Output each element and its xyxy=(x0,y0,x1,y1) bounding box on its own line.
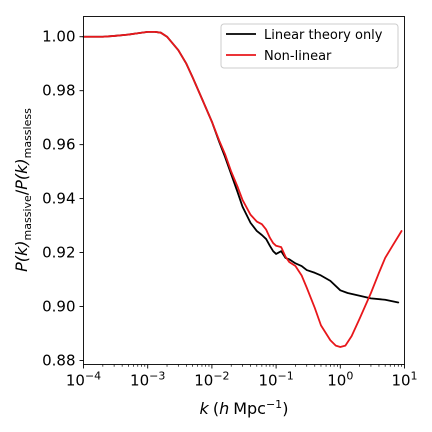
x-axis-label-k: k xyxy=(200,399,210,418)
x-axis-label-open: ( xyxy=(213,399,219,418)
y-axis-label-p1: P(k) xyxy=(12,240,31,271)
y-tick-label: 0.92 xyxy=(42,244,75,262)
y-tick-label: 0.88 xyxy=(42,351,75,369)
tick-layer: 10−4 10−3 10−2 10−1 100 101 0.88 0.90 0.92 0.94 0.… xyxy=(42,28,417,390)
legend-label-linear: Linear theory only xyxy=(264,28,383,43)
y-tick-label: 0.90 xyxy=(42,298,75,316)
plot-frame xyxy=(83,16,405,365)
x-tick-label: 10−4 xyxy=(66,370,101,390)
y-axis-label-slash: / xyxy=(12,189,31,195)
y-tick-label: 0.98 xyxy=(42,82,75,100)
series-layer xyxy=(82,30,403,348)
x-tick-label: 10−3 xyxy=(130,370,165,390)
y-tick-label: 0.94 xyxy=(42,190,75,208)
x-axis-label-close: ) xyxy=(282,399,288,418)
x-axis-label-unit: Mpc xyxy=(233,399,266,418)
y-tick-label: 0.96 xyxy=(42,136,75,154)
x-tick-label: 10−1 xyxy=(258,370,293,390)
x-axis-label: k (h Mpc−1) xyxy=(200,398,289,418)
x-tick-label: 101 xyxy=(391,370,417,390)
legend-label-nonlinear: Non-linear xyxy=(264,49,332,64)
series-line-linear xyxy=(82,30,400,304)
y-axis-label-sub2: massless xyxy=(21,108,34,158)
x-tick-label: 100 xyxy=(327,370,353,390)
y-axis-label-sub1: massive xyxy=(21,195,34,240)
legend-box xyxy=(220,23,399,69)
x-axis-label-h: h xyxy=(219,399,229,418)
series-line-nonlinear xyxy=(82,30,403,348)
x-tick-label: 10−2 xyxy=(194,370,229,390)
y-axis-label: P(k)massive/P(k)massless xyxy=(12,108,34,272)
y-tick-label: 1.00 xyxy=(42,28,75,46)
y-axis-label-p2: P(k) xyxy=(12,158,31,189)
x-axis-label-exponent: −1 xyxy=(266,398,282,411)
legend: Linear theory only Non-linear xyxy=(220,23,399,69)
